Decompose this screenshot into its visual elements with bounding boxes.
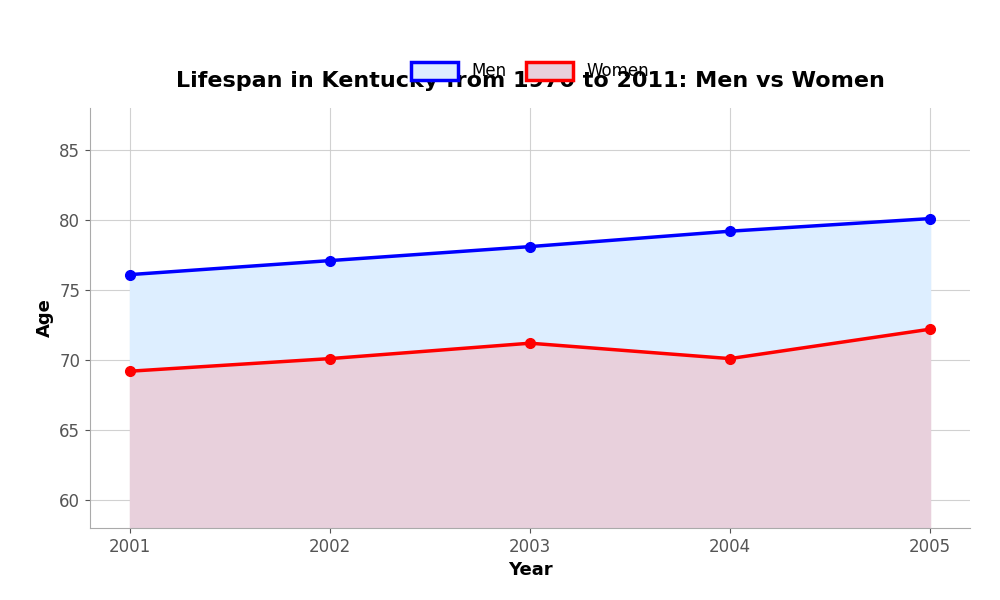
Y-axis label: Age: Age <box>36 299 54 337</box>
X-axis label: Year: Year <box>508 561 552 579</box>
Legend: Men, Women: Men, Women <box>411 62 649 80</box>
Title: Lifespan in Kentucky from 1970 to 2011: Men vs Women: Lifespan in Kentucky from 1970 to 2011: … <box>176 71 884 91</box>
